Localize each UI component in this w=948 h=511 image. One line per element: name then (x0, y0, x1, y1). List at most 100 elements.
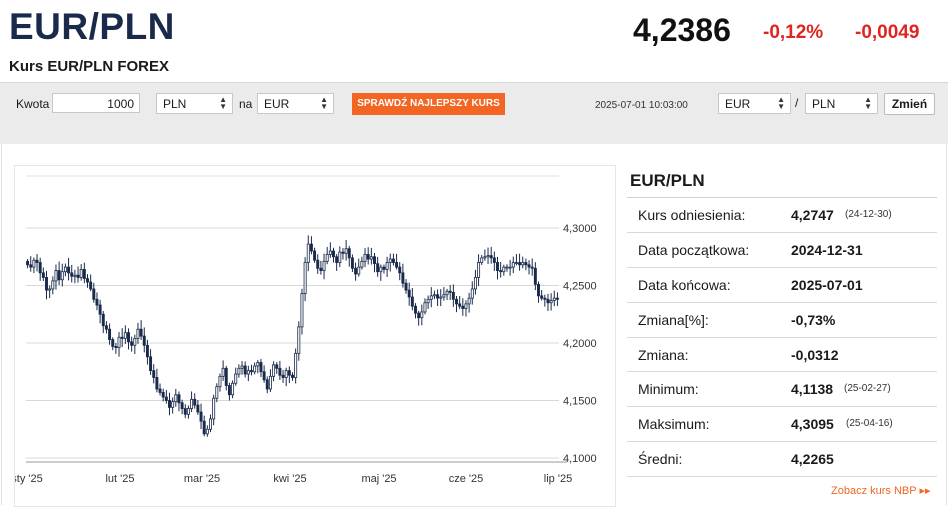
candle-body (136, 328, 140, 339)
stats-row-label: Maksimum: (638, 416, 710, 433)
section-gap (0, 124, 948, 144)
stats-row-value: -0,0312 (791, 346, 839, 363)
y-tick-label: 4,1500 (563, 396, 597, 408)
candle-body (92, 288, 96, 300)
candle-body (152, 370, 156, 378)
candle-body (297, 326, 301, 354)
chart-card: 4,1000 4,1500 4,2000 4,2500 4,3000 sty '25 lut… (1, 144, 947, 507)
candle-body (120, 336, 124, 339)
candle-body (492, 257, 496, 263)
candle-body (414, 305, 417, 314)
candle-body (436, 294, 440, 299)
candle-body (63, 266, 67, 273)
candle-body (45, 277, 48, 291)
candle-body (543, 297, 547, 300)
candle-body (388, 258, 392, 263)
candle-body (98, 304, 102, 315)
candle-body (212, 397, 216, 420)
candle-body (240, 365, 244, 369)
stats-row-date: (25-02-27) (844, 383, 891, 395)
candle-body (86, 278, 89, 283)
stats-row-label: Kurs odniesienia: (638, 207, 746, 223)
candle-body (369, 256, 373, 260)
check-best-rate-button[interactable]: SPRAWDŹ NAJLEPSZY KURS (352, 93, 505, 115)
candlestick-chart[interactable]: 4,1000 4,1500 4,2000 4,2500 4,3000 sty '25 lut… (11, 166, 615, 506)
candle-body (29, 264, 33, 268)
quote-currency-select[interactable]: PLN ▲ ▼ (805, 93, 878, 114)
candle-body (527, 264, 531, 268)
candle-body (398, 266, 402, 274)
candle-body (174, 394, 178, 403)
candle-body (60, 271, 64, 281)
candle-body (395, 262, 399, 268)
candle-body (521, 262, 525, 266)
candle-body (35, 259, 39, 263)
candle-body (73, 274, 77, 277)
page-subtitle: Kurs EUR/PLN FOREX (9, 58, 170, 75)
candle-body (540, 295, 544, 299)
candle-body (70, 272, 74, 277)
candle-body (265, 379, 269, 390)
candle-body (158, 388, 162, 393)
candle-body (391, 258, 395, 263)
y-tick-label: 4,2000 (563, 338, 597, 350)
candle-body (215, 386, 219, 399)
stats-row-value: 4,1138 (791, 381, 834, 398)
candle-body (373, 256, 376, 265)
change-pair-button[interactable]: Zmień (884, 93, 935, 115)
candle-body (410, 296, 414, 307)
stats-row: Minimum: 4,1138 (25-02-27) (627, 372, 937, 408)
candle-body (117, 336, 121, 349)
candle-body (555, 297, 559, 300)
candle-body (385, 262, 389, 270)
candle-body (316, 259, 320, 269)
candle-body (57, 270, 61, 281)
candle-body (439, 296, 443, 299)
candle-body (89, 281, 93, 290)
candle-body (306, 243, 310, 263)
amount-input[interactable]: 1000 (52, 93, 140, 113)
candle-body (480, 257, 484, 263)
candle-body (338, 251, 342, 263)
candle-body (183, 408, 187, 415)
candle-body (177, 394, 181, 404)
candle-body (111, 339, 115, 347)
candle-body (149, 356, 153, 372)
candle-body (180, 402, 184, 409)
candle-body (164, 396, 168, 401)
stats-row: Średni: 4,2265 (627, 442, 937, 478)
candle-body (366, 254, 370, 260)
candle-body (38, 262, 42, 274)
candle-body (202, 420, 206, 435)
candle-body (278, 367, 282, 376)
candle-body (322, 260, 326, 271)
candle-body (142, 335, 146, 346)
candle-body (76, 274, 80, 278)
stats-panel: EUR/PLN Kurs odniesienia: 4,2747 (24-12-30… (627, 165, 937, 478)
candle-body (341, 251, 345, 254)
candle-body (401, 272, 405, 284)
candle-body (259, 362, 263, 373)
to-currency-select[interactable]: EUR ▲ ▼ (257, 93, 334, 114)
candle-body (533, 267, 537, 285)
candle-body (168, 400, 171, 408)
candle-body (552, 297, 556, 301)
quote-header: EUR/PLN Kurs EUR/PLN FOREX 4,2386 -0,12%… (0, 0, 948, 82)
candle-body (432, 294, 436, 297)
base-currency-select[interactable]: EUR ▲ ▼ (718, 93, 791, 114)
candle-body (145, 344, 149, 358)
candle-body (486, 255, 490, 258)
candle-body (268, 375, 272, 390)
candle-body (32, 259, 36, 268)
x-tick-label: maj '25 (361, 473, 396, 485)
candle-body (139, 328, 143, 337)
amount-label: Kwota (16, 97, 50, 111)
stats-row-label: Data początkowa: (638, 241, 750, 258)
nbp-rate-link[interactable]: Zobacz kurs NBP ▸▸ (831, 485, 931, 497)
candle-body (218, 375, 222, 388)
candle-body (101, 313, 105, 327)
from-currency-select[interactable]: PLN ▲ ▼ (156, 93, 233, 114)
stats-row-label: Średni: (638, 451, 683, 468)
candle-body (313, 250, 317, 261)
candle-body (237, 367, 241, 375)
